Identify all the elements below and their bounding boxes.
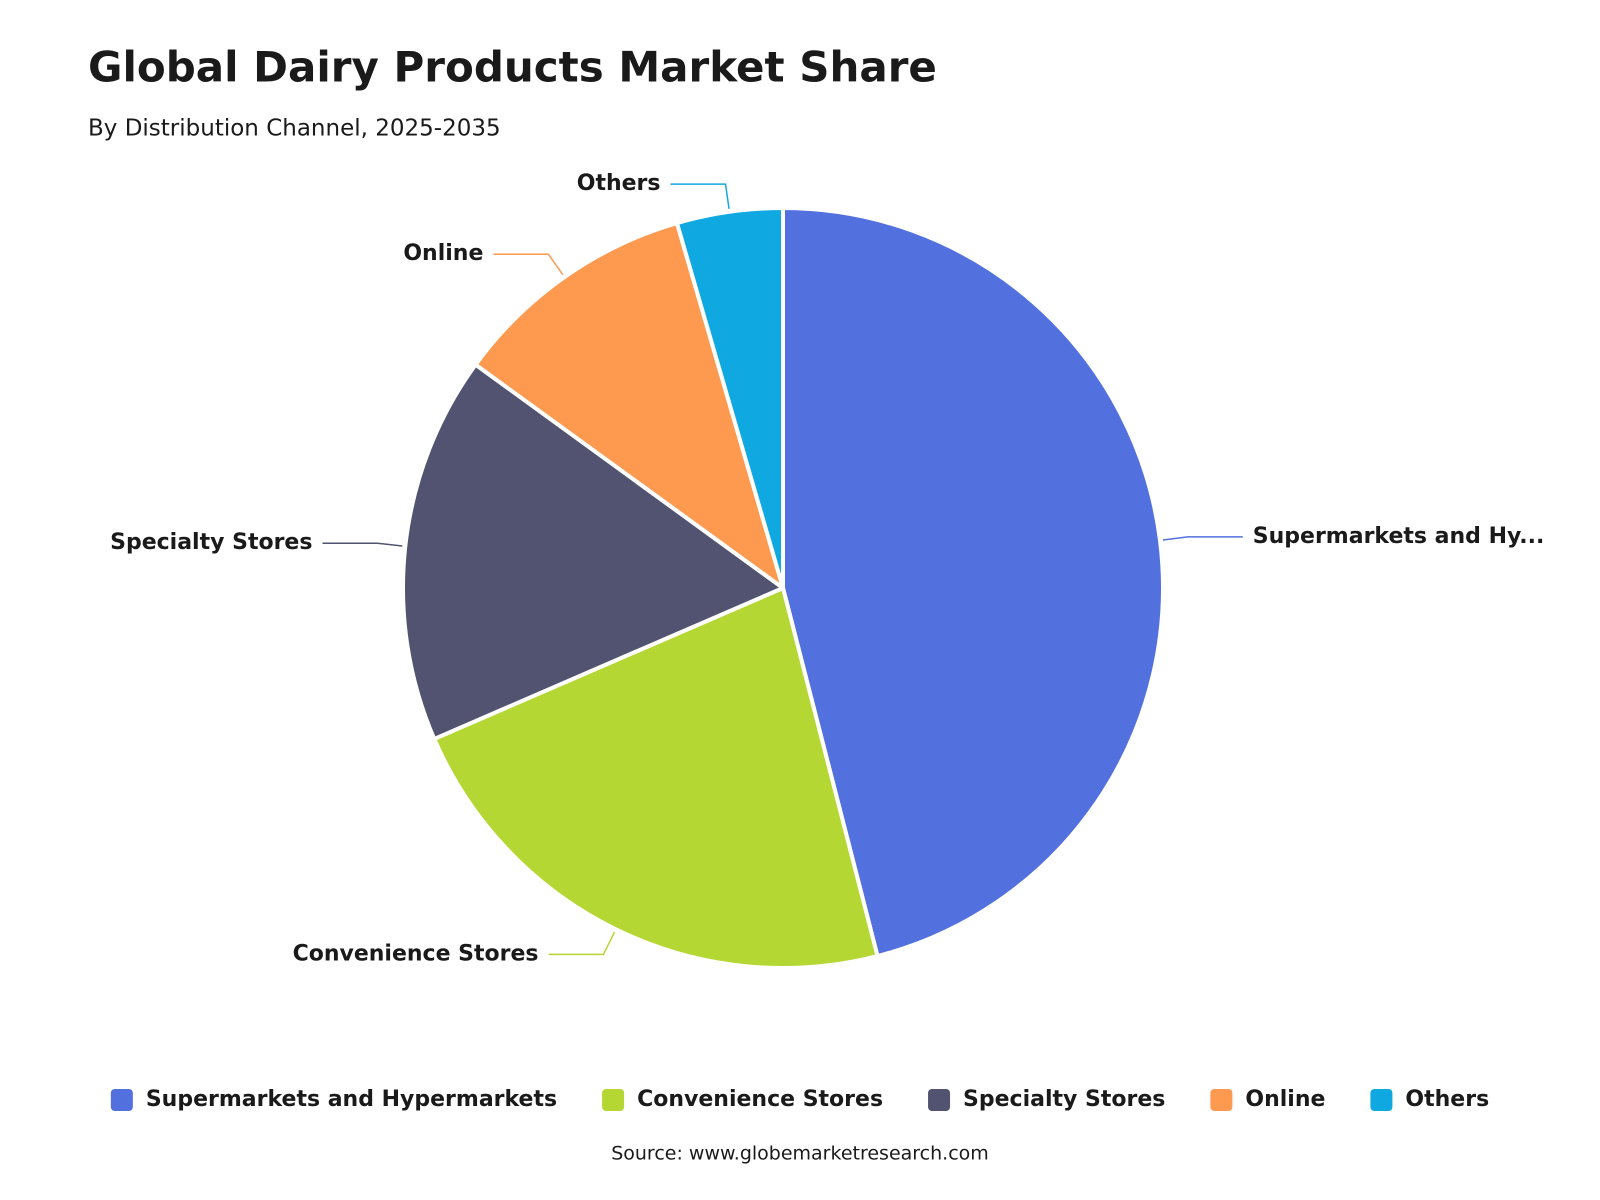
pie-slice [781,206,1166,959]
legend-swatch [110,1089,133,1111]
leader-line [670,183,730,209]
source: Source: www.globemarketresearch.com [611,1143,989,1165]
legend-label: Online [1245,1087,1325,1112]
slice-label: Supermarkets and Hy... [1253,524,1545,549]
legend-label: Supermarkets and Hypermarkets [146,1087,557,1112]
legend-swatch [1370,1089,1393,1111]
pie-slice [401,362,785,741]
pie-slice [432,586,880,970]
legend-label: Others [1405,1087,1489,1112]
slice-label: Online [403,241,483,266]
legend-label: Specialty Stores [963,1087,1165,1112]
slice-label: Specialty Stores [110,530,312,555]
leader-line [322,542,403,547]
leader-line [493,253,564,276]
slice-label: Others [577,171,661,196]
pie-slice [674,206,785,590]
legend: Supermarkets and Hypermarkets Convenience… [110,1087,1489,1112]
legend-label: Convenience Stores [637,1087,883,1112]
pie-slice [473,221,785,590]
slice-label: Convenience Stores [293,941,539,966]
chart-subtitle: By Distribution Channel, 2025-2035 [88,116,501,142]
legend-swatch [928,1089,951,1111]
legend-swatch [602,1089,625,1111]
legend-swatch [1210,1089,1233,1111]
leader-line [1162,536,1243,541]
chart-title: Global Dairy Products Market Share [88,43,937,92]
leader-line [548,931,616,956]
